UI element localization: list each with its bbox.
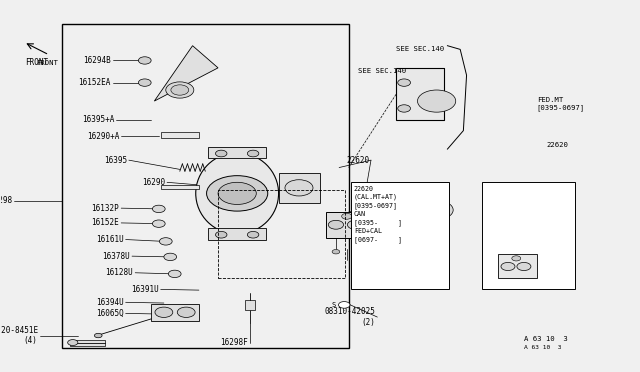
Bar <box>245 301 255 310</box>
Text: 16395+A: 16395+A <box>82 115 114 124</box>
Circle shape <box>247 150 259 157</box>
Text: [0395-0697]: [0395-0697] <box>486 203 527 208</box>
Circle shape <box>68 340 78 346</box>
Text: 16391U: 16391U <box>131 285 159 294</box>
Bar <box>396 68 444 119</box>
Circle shape <box>247 231 259 238</box>
Circle shape <box>501 262 515 270</box>
Bar <box>70 340 105 346</box>
Text: A 63 10  3: A 63 10 3 <box>524 336 568 341</box>
Bar <box>278 173 320 203</box>
Circle shape <box>417 90 456 112</box>
Circle shape <box>166 82 194 98</box>
Text: FED.MT
[0395-0697]: FED.MT [0395-0697] <box>537 97 585 111</box>
Circle shape <box>342 213 352 219</box>
Text: S: S <box>332 302 336 308</box>
Text: SEE SEC.140: SEE SEC.140 <box>396 46 445 52</box>
Text: FED.MT: FED.MT <box>486 187 511 193</box>
Circle shape <box>512 256 521 261</box>
Circle shape <box>138 79 151 86</box>
Circle shape <box>177 307 195 317</box>
Circle shape <box>517 262 531 270</box>
Circle shape <box>420 201 453 219</box>
Bar <box>62 23 349 349</box>
Polygon shape <box>154 46 218 101</box>
Bar <box>396 186 444 230</box>
Bar <box>209 147 266 158</box>
Circle shape <box>218 182 256 205</box>
Text: 16132P: 16132P <box>92 203 119 213</box>
Text: A 63 10  3: A 63 10 3 <box>524 345 561 350</box>
Circle shape <box>152 205 165 212</box>
Text: 22620: 22620 <box>346 155 369 165</box>
Text: 16152EA: 16152EA <box>79 78 111 87</box>
Circle shape <box>95 333 102 338</box>
Circle shape <box>159 238 172 245</box>
Circle shape <box>171 85 189 95</box>
Text: FRONT: FRONT <box>36 61 58 67</box>
Text: 16290: 16290 <box>142 178 165 187</box>
Circle shape <box>138 57 151 64</box>
Circle shape <box>332 250 340 254</box>
Circle shape <box>285 180 313 196</box>
Bar <box>218 190 346 278</box>
Circle shape <box>152 220 165 227</box>
Text: 16394U: 16394U <box>96 298 124 307</box>
Text: 16152E: 16152E <box>92 218 119 227</box>
Text: 16128U: 16128U <box>106 268 133 277</box>
Circle shape <box>216 150 227 157</box>
Text: 16290+A: 16290+A <box>87 132 119 141</box>
Text: 16298F: 16298F <box>220 339 248 347</box>
Text: SEE SEC.140: SEE SEC.140 <box>358 68 406 74</box>
Ellipse shape <box>196 153 278 234</box>
Bar <box>161 185 199 189</box>
Text: 22620
(CAL.MT+AT)
[0395-0697]
CAN
[0395-     ]
FED+CAL
[0697-     ]: 22620 (CAL.MT+AT) [0395-0697] CAN [0395-… <box>354 186 402 243</box>
Bar <box>499 254 537 278</box>
FancyBboxPatch shape <box>351 182 449 289</box>
Circle shape <box>207 176 268 211</box>
Circle shape <box>328 220 344 229</box>
Circle shape <box>164 253 177 260</box>
Text: 08310-42025
(2): 08310-42025 (2) <box>324 307 376 327</box>
Text: 16065Q: 16065Q <box>96 309 124 318</box>
Circle shape <box>216 231 227 238</box>
FancyBboxPatch shape <box>483 182 575 289</box>
Text: 22620: 22620 <box>486 215 509 225</box>
Text: 16395: 16395 <box>104 155 127 165</box>
Text: 16378U: 16378U <box>102 251 130 261</box>
Circle shape <box>348 220 363 229</box>
Circle shape <box>397 105 410 112</box>
Text: 16161U: 16161U <box>96 235 124 244</box>
Bar <box>161 132 199 138</box>
Circle shape <box>155 307 173 317</box>
Circle shape <box>397 79 410 86</box>
Circle shape <box>397 219 410 227</box>
Text: 16294B: 16294B <box>83 56 111 65</box>
Bar <box>151 304 199 321</box>
Circle shape <box>168 270 181 278</box>
Text: 22620: 22620 <box>546 142 568 148</box>
Text: 16298: 16298 <box>0 196 12 205</box>
Text: FRONT: FRONT <box>25 58 48 67</box>
Bar <box>326 212 368 238</box>
Circle shape <box>339 302 350 308</box>
Text: B 09120-8451E
(4): B 09120-8451E (4) <box>0 326 38 345</box>
Circle shape <box>397 195 410 203</box>
Bar <box>209 228 266 240</box>
